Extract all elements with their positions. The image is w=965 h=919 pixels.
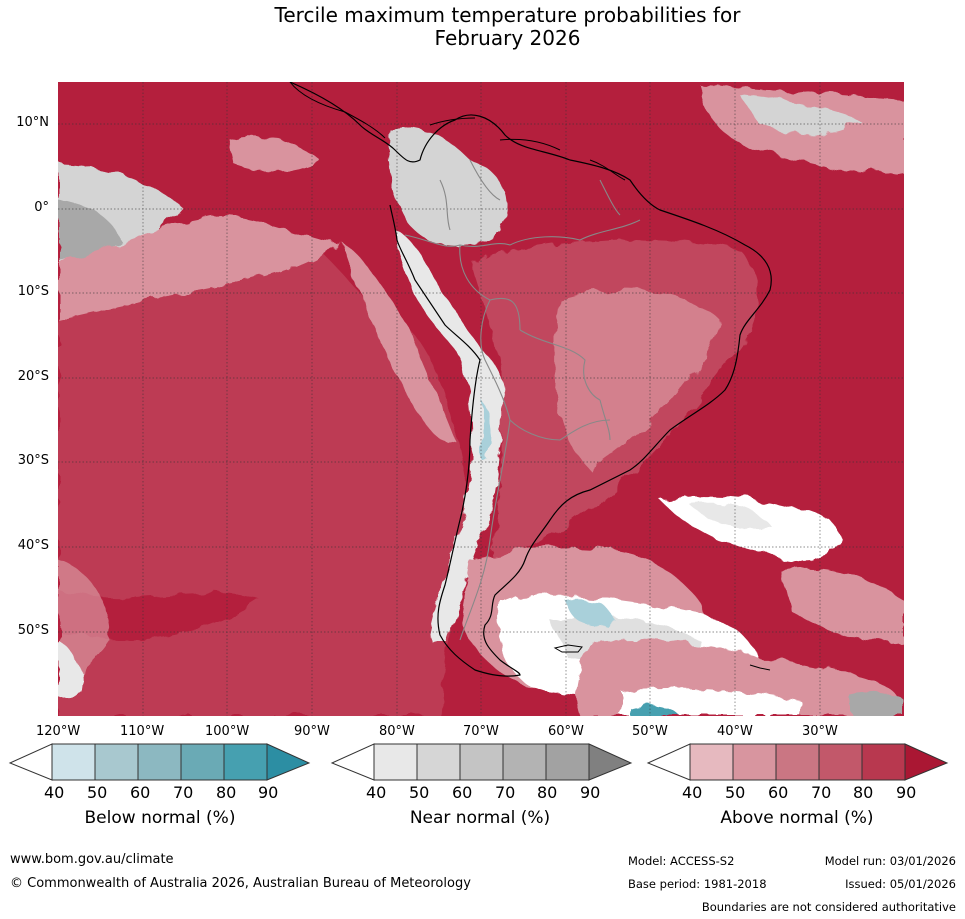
- lat-label-50s: 50°S: [17, 623, 49, 638]
- colorbar-above-swatches: [646, 743, 949, 781]
- lat-label-30s: 30°S: [17, 453, 49, 468]
- cbar-below-swatch-1: [51, 743, 96, 781]
- coastal-pink-strip: [340, 240, 455, 442]
- mid-atlantic-grey: [690, 503, 770, 527]
- lon-label-40w: 40°W: [717, 724, 753, 739]
- cbar-above-tick-40: 40: [682, 783, 703, 802]
- lon-label-110w: 110°W: [120, 724, 165, 739]
- cbar-near-tick-50: 50: [409, 783, 430, 802]
- map-title: Tercile maximum temperature probabilitie…: [0, 4, 965, 50]
- cbar-below-tick-90: 90: [258, 783, 279, 802]
- cbar-above-tick-70: 70: [811, 783, 832, 802]
- map-field: [58, 82, 904, 716]
- issued-date: Issued: 05/01/2026: [845, 877, 956, 891]
- cbar-above-swatch-4: [818, 743, 863, 781]
- cbar-below-swatch-4: [180, 743, 225, 781]
- cbar-below-tick-80: 80: [216, 783, 237, 802]
- cbar-near-tick-90: 90: [580, 783, 601, 802]
- lat-label-20s: 20°S: [17, 369, 49, 384]
- model-name: Model: ACCESS-S2: [628, 854, 735, 868]
- cbar-above-swatch-3: [775, 743, 820, 781]
- cbar-above-swatch-5: [861, 743, 906, 781]
- cbar-near-swatch-4: [502, 743, 547, 781]
- lon-label-100w: 100°W: [205, 724, 250, 739]
- title-line-1: Tercile maximum temperature probabilitie…: [274, 3, 741, 27]
- cbar-below-tick-60: 60: [130, 783, 151, 802]
- falkland-islands: [553, 644, 583, 653]
- cbar-near-tick-80: 80: [537, 783, 558, 802]
- cbar-near-tick-60: 60: [452, 783, 473, 802]
- colorbar-below-swatches: [8, 743, 311, 781]
- cbar-near-swatch-1: [373, 743, 418, 781]
- southwest-grey: [58, 640, 82, 700]
- cbar-below-tick-40: 40: [44, 783, 65, 802]
- boundaries-disclaimer: Boundaries are not considered authoritat…: [701, 900, 956, 914]
- pacific-mid-band: [58, 190, 470, 716]
- central-america-coastline: [289, 82, 386, 139]
- website-link[interactable]: www.bom.gov.au/climate: [10, 852, 174, 867]
- cbar-near-swatch-3: [459, 743, 504, 781]
- cbar-below-swatch-2: [94, 743, 139, 781]
- lon-label-80w: 80°W: [379, 724, 415, 739]
- west-pacific-near-normal-strong: [58, 200, 120, 259]
- cbar-below-swatch-5: [223, 743, 268, 781]
- andes-near-normal: [395, 230, 502, 640]
- lon-label-70w: 70°W: [463, 724, 499, 739]
- south-georgia: [749, 664, 771, 671]
- cbar-below-tick-70: 70: [173, 783, 194, 802]
- cbar-above-tick-50: 50: [725, 783, 746, 802]
- south-atlantic-below-normal: [565, 598, 615, 625]
- cbar-below-tick-50: 50: [87, 783, 108, 802]
- title-line-2: February 2026: [434, 26, 581, 50]
- cbar-near-swatch-6: [588, 743, 633, 781]
- north-sa-near-normal: [389, 127, 509, 246]
- colorbar-near-swatches: [330, 743, 633, 781]
- cbar-above-tick-90: 90: [896, 783, 917, 802]
- base-period: Base period: 1981-2018: [628, 877, 767, 891]
- south-america-coastline: [289, 82, 772, 677]
- cbar-above-tick-80: 80: [853, 783, 874, 802]
- southeast-near-normal: [850, 692, 904, 716]
- cbar-near-tick-70: 70: [495, 783, 516, 802]
- cbar-above-swatch-6: [904, 743, 949, 781]
- cbar-near-swatch-0: [330, 743, 375, 781]
- lat-label-0: 0°: [34, 200, 49, 215]
- andes-below-normal: [482, 400, 492, 460]
- cbar-near-label: Near normal (%): [409, 808, 551, 828]
- south-band-below-normal: [630, 705, 680, 716]
- cbar-near-swatch-5: [545, 743, 590, 781]
- country-borders: [404, 159, 641, 641]
- lat-label-10s: 10°S: [17, 284, 49, 299]
- copyright-notice: © Commonwealth of Australia 2026, Austra…: [10, 876, 471, 891]
- lat-label-10n: 10°N: [16, 115, 49, 130]
- lon-label-120w: 120°W: [36, 724, 81, 739]
- brazil-interior-pink: [554, 289, 720, 470]
- caribbean-coastline: [429, 117, 626, 181]
- cbar-below-swatch-0: [8, 743, 53, 781]
- cbar-above-tick-60: 60: [768, 783, 789, 802]
- lon-label-30w: 30°W: [802, 724, 838, 739]
- cbar-above-swatch-0: [646, 743, 691, 781]
- cbar-below-label: Below normal (%): [84, 808, 236, 828]
- cbar-near-swatch-2: [416, 743, 461, 781]
- cbar-above-swatch-2: [732, 743, 777, 781]
- cbar-above-swatch-1: [689, 743, 734, 781]
- southeast-atlantic-pink: [780, 567, 904, 643]
- cbar-below-swatch-6: [266, 743, 311, 781]
- cbar-near-tick-40: 40: [366, 783, 387, 802]
- lat-label-40s: 40°S: [17, 538, 49, 553]
- lon-label-60w: 60°W: [548, 724, 584, 739]
- graticule: [58, 82, 904, 716]
- equatorial-pink-band: [58, 216, 340, 320]
- central-pacific-pink: [230, 136, 320, 172]
- lon-label-50w: 50°W: [632, 724, 668, 739]
- model-run-date: Model run: 03/01/2026: [824, 854, 956, 868]
- lon-label-90w: 90°W: [294, 724, 330, 739]
- cbar-above-label: Above normal (%): [720, 808, 874, 828]
- cbar-below-swatch-3: [137, 743, 182, 781]
